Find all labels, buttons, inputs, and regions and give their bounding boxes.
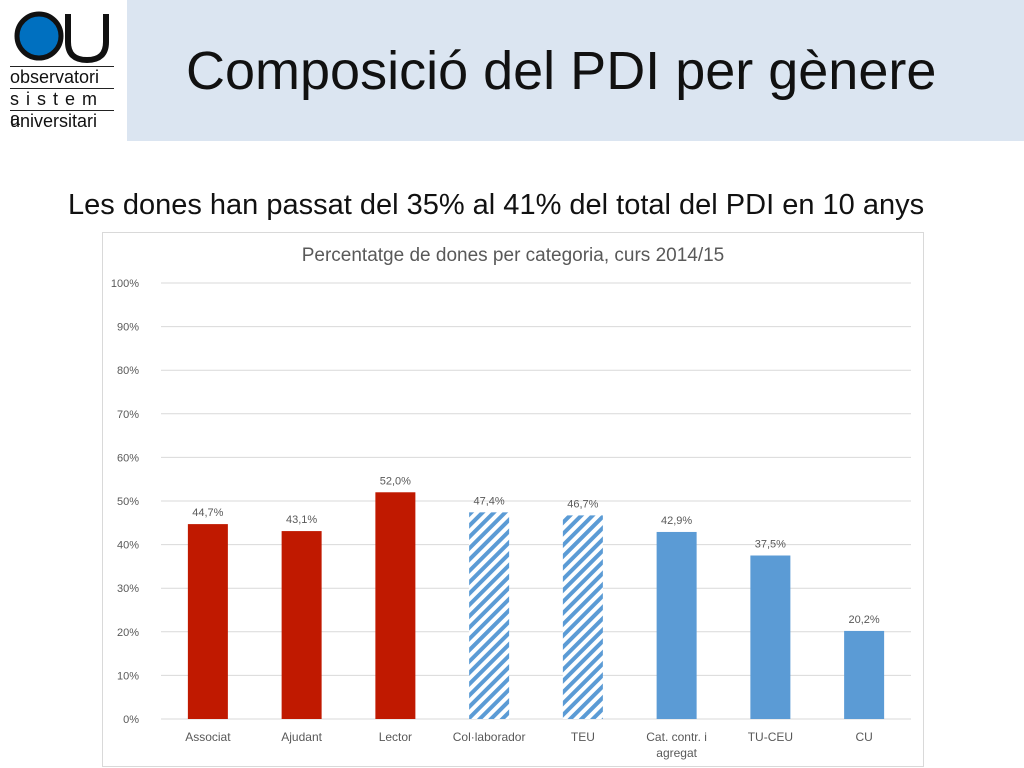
data-label: 52,0% — [380, 475, 411, 487]
logo-divider — [10, 110, 114, 111]
y-tick-label: 80% — [117, 365, 139, 377]
bar-chart: Percentatge de dones per categoria, curs… — [111, 245, 911, 760]
y-tick-label: 0% — [123, 714, 139, 726]
title-band — [127, 0, 1024, 141]
logo-word-observatori: observatori — [10, 67, 100, 87]
y-tick-label: 60% — [117, 452, 139, 464]
bar-col-laborador — [469, 512, 510, 719]
data-label: 47,4% — [474, 495, 505, 507]
bar-lector — [375, 492, 416, 719]
y-tick-label: 70% — [117, 409, 139, 421]
x-tick-label: CU — [855, 730, 872, 744]
logo-divider — [10, 88, 114, 89]
y-tick-label: 50% — [117, 496, 139, 508]
bar-cat-contr-i-agregat — [656, 531, 697, 719]
osu-logo: observatori s i s t e m a universitari — [8, 8, 116, 138]
bar-teu — [562, 515, 603, 719]
bar-tu-ceu — [750, 555, 791, 719]
bar-cu — [844, 630, 885, 719]
y-tick-label: 100% — [111, 278, 139, 290]
x-tick-label: TEU — [571, 730, 595, 744]
logo-divider — [10, 66, 114, 67]
data-label: 43,1% — [286, 514, 317, 526]
x-tick-label: Associat — [185, 730, 231, 744]
slide-title: Composició del PDI per gènere — [186, 41, 937, 101]
data-label: 37,5% — [755, 539, 786, 551]
slide-subtitle: Les dones han passat del 35% al 41% del … — [68, 189, 925, 221]
bar-associat — [187, 524, 228, 719]
bar-ajudant — [281, 531, 322, 719]
y-tick-label: 90% — [117, 322, 139, 334]
x-tick-label: TU-CEU — [748, 730, 793, 744]
data-label: 46,7% — [567, 498, 598, 510]
logo-word-sistema: s i s t e m a — [10, 89, 99, 129]
data-label: 44,7% — [192, 507, 223, 519]
osu-logo-mark — [14, 11, 109, 64]
y-tick-label: 40% — [117, 540, 139, 552]
y-tick-label: 20% — [117, 627, 139, 639]
x-tick-label: Lector — [379, 730, 412, 744]
chart-title: Percentatge de dones per categoria, curs… — [302, 245, 725, 266]
y-tick-label: 10% — [117, 670, 139, 682]
x-tick-label: Col·laborador — [453, 730, 526, 744]
data-label: 42,9% — [661, 515, 692, 527]
x-tick-label: Ajudant — [281, 730, 322, 744]
logo-word-universitari: universitari — [10, 111, 98, 131]
x-tick-label: Cat. contr. i agregat — [646, 730, 707, 760]
y-tick-label: 30% — [117, 583, 139, 595]
data-label: 20,2% — [849, 614, 880, 626]
chart-frame: Percentatge de dones per categoria, curs… — [102, 232, 924, 767]
